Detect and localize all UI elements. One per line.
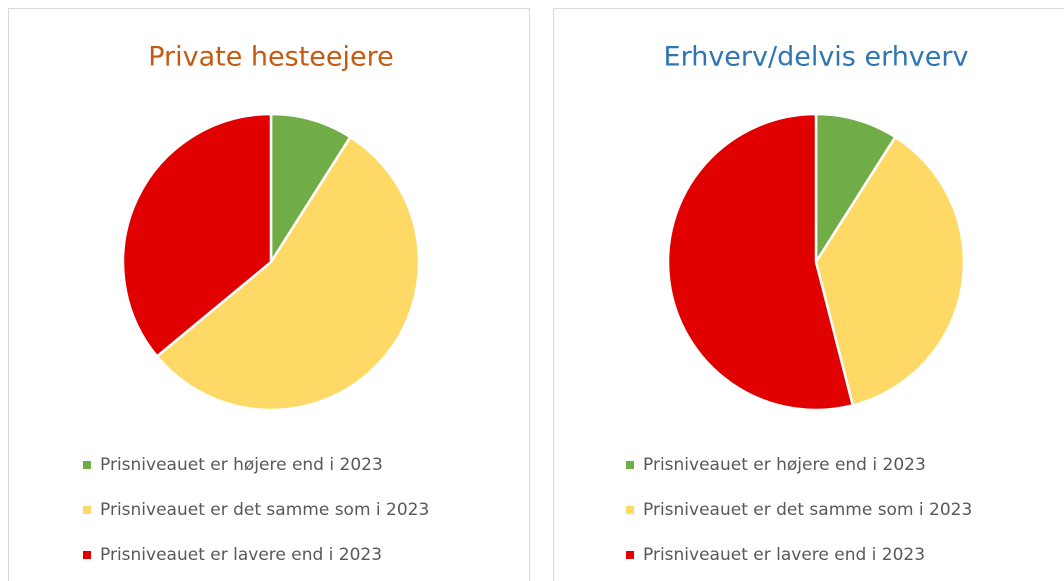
legend-label: Prisniveauet er lavere end i 2023 (100, 545, 382, 565)
legend-label: Prisniveauet er det samme som i 2023 (643, 500, 972, 520)
legend-swatch (83, 551, 91, 559)
legend-swatch (626, 506, 634, 514)
pie-slice (155, 135, 421, 412)
pie-slice (666, 112, 855, 412)
chart-title: Private hesteejere (148, 42, 394, 73)
chart-title: Erhverv/delvis erhverv (664, 42, 969, 73)
legend-swatch (626, 461, 634, 469)
pie-slice (269, 112, 353, 267)
legend-label: Prisniveauet er højere end i 2023 (643, 455, 926, 475)
legend-swatch (83, 506, 91, 514)
pie-slice (814, 135, 966, 407)
legend-swatch (626, 551, 634, 559)
pie-slice (121, 112, 273, 359)
pie-slice (814, 112, 898, 267)
legend-swatch (83, 461, 91, 469)
legend-label: Prisniveauet er det samme som i 2023 (100, 500, 429, 520)
legend-label: Prisniveauet er lavere end i 2023 (643, 545, 925, 565)
legend-label: Prisniveauet er højere end i 2023 (100, 455, 383, 475)
